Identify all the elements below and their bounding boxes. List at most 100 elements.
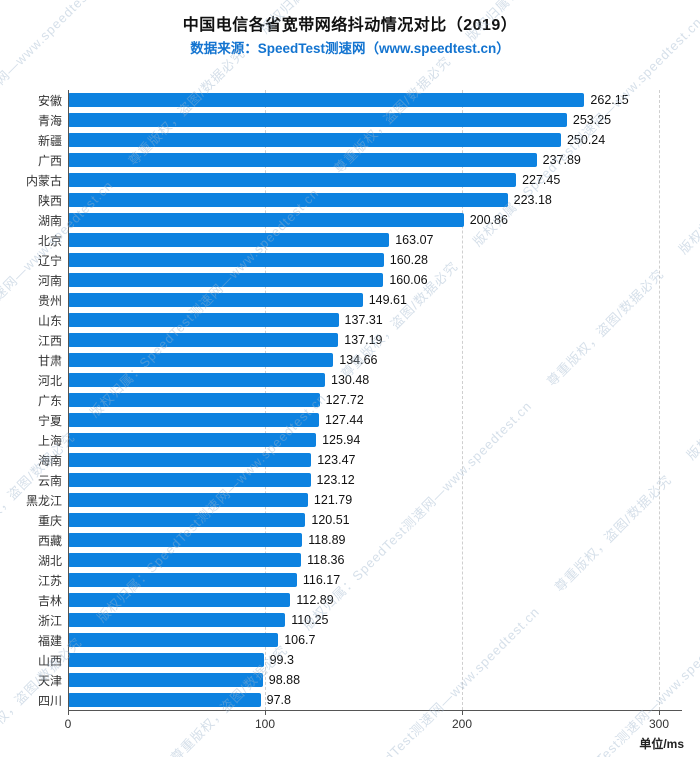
category-label: 内蒙古 (25, 173, 62, 188)
category-label: 海南 (37, 453, 62, 468)
bar-track: 130.48 (68, 373, 659, 387)
bar-track: 137.19 (68, 333, 659, 347)
value-label: 200.86 (469, 213, 508, 227)
bar-row: 广西 237.89 (0, 150, 700, 170)
bar (68, 373, 326, 387)
bar-row: 福建 106.7 (0, 630, 700, 650)
chart-subtitle: 数据来源：SpeedTest测速网（www.speedtest.cn） (190, 41, 510, 56)
bar-track: 200.86 (68, 213, 659, 227)
bar-row: 青海 253.25 (0, 110, 700, 130)
bar-track: 149.61 (68, 293, 659, 307)
category-label: 四川 (37, 693, 62, 708)
value-label: 120.51 (311, 513, 350, 527)
tick-label: 300 (648, 717, 670, 731)
bar-track: 134.66 (68, 353, 659, 367)
value-label: 99.3 (269, 653, 294, 667)
bar-track: 227.45 (68, 173, 659, 187)
bar-row: 海南 123.47 (0, 450, 700, 470)
bar-track: 116.17 (68, 573, 659, 587)
bar-track: 125.94 (68, 433, 659, 447)
bar-track: 123.47 (68, 453, 659, 467)
category-label: 北京 (37, 233, 62, 248)
bar-row: 河南 160.06 (0, 270, 700, 290)
value-label: 227.45 (522, 173, 561, 187)
category-label: 辽宁 (37, 253, 62, 268)
gridline (462, 90, 463, 710)
category-label: 广西 (37, 153, 62, 168)
bar-row: 湖北 118.36 (0, 550, 700, 570)
bar (68, 673, 263, 687)
category-label: 山西 (37, 653, 62, 668)
category-label: 江西 (37, 333, 62, 348)
value-label: 237.89 (542, 153, 581, 167)
bar-track: 106.7 (68, 633, 659, 647)
x-axis-line (68, 710, 682, 711)
bar (68, 493, 308, 507)
bar-row: 四川 97.8 (0, 690, 700, 710)
bar (68, 473, 311, 487)
axis-tick (68, 710, 69, 715)
value-label: 160.06 (389, 273, 428, 287)
bar-track: 121.79 (68, 493, 659, 507)
value-label: 134.66 (339, 353, 378, 367)
bar-row: 江苏 116.17 (0, 570, 700, 590)
value-label: 118.89 (308, 533, 346, 547)
axis-tick (265, 710, 266, 715)
bar-row: 宁夏 127.44 (0, 410, 700, 430)
bar (68, 253, 384, 267)
value-label: 137.31 (344, 313, 383, 327)
bar-row: 新疆 250.24 (0, 130, 700, 150)
bar (68, 593, 291, 607)
category-label: 河北 (37, 373, 62, 388)
bar-track: 127.72 (68, 393, 659, 407)
bar-track: 127.44 (68, 413, 659, 427)
bar (68, 213, 464, 227)
axis-tick (659, 710, 660, 715)
bar-row: 陕西 223.18 (0, 190, 700, 210)
y-axis-line (68, 90, 69, 710)
bar (68, 113, 567, 127)
bar-track: 223.18 (68, 193, 659, 207)
tick-label: 200 (451, 717, 473, 731)
bar-track: 262.15 (68, 93, 659, 107)
category-label: 湖北 (37, 553, 62, 568)
bar (68, 433, 317, 447)
value-label: 262.15 (590, 93, 629, 107)
bar-track: 118.89 (68, 533, 659, 547)
bar (68, 273, 384, 287)
bar-row: 甘肃 134.66 (0, 350, 700, 370)
bar-track: 97.8 (68, 693, 659, 707)
bar-track: 123.12 (68, 473, 659, 487)
value-label: 223.18 (513, 193, 552, 207)
bar (68, 293, 363, 307)
value-label: 125.94 (322, 433, 361, 447)
bar-row: 辽宁 160.28 (0, 250, 700, 270)
bar-track: 110.25 (68, 613, 659, 627)
bar-track: 163.07 (68, 233, 659, 247)
bar-track: 160.28 (68, 253, 659, 267)
value-label: 123.47 (317, 453, 356, 467)
bar (68, 413, 320, 427)
bar-row: 内蒙古 227.45 (0, 170, 700, 190)
bar (68, 353, 334, 367)
bar-row: 上海 125.94 (0, 430, 700, 450)
bar (68, 133, 561, 147)
bar (68, 233, 390, 247)
chart-title: 中国电信各省宽带网络抖动情况对比（2019） (182, 17, 518, 34)
bar (68, 93, 585, 107)
bar (68, 313, 339, 327)
bar-track: 253.25 (68, 113, 659, 127)
bar (68, 173, 517, 187)
category-label: 吉林 (37, 593, 62, 608)
value-label: 149.61 (368, 293, 407, 307)
bar (68, 193, 508, 207)
value-label: 98.88 (268, 673, 301, 687)
value-label: 97.8 (266, 693, 291, 707)
bar-track: 237.89 (68, 153, 659, 167)
category-label: 重庆 (37, 513, 62, 528)
category-label: 天津 (37, 673, 62, 688)
bar-row: 湖南 200.86 (0, 210, 700, 230)
bar (68, 533, 303, 547)
value-label: 163.07 (395, 233, 434, 247)
